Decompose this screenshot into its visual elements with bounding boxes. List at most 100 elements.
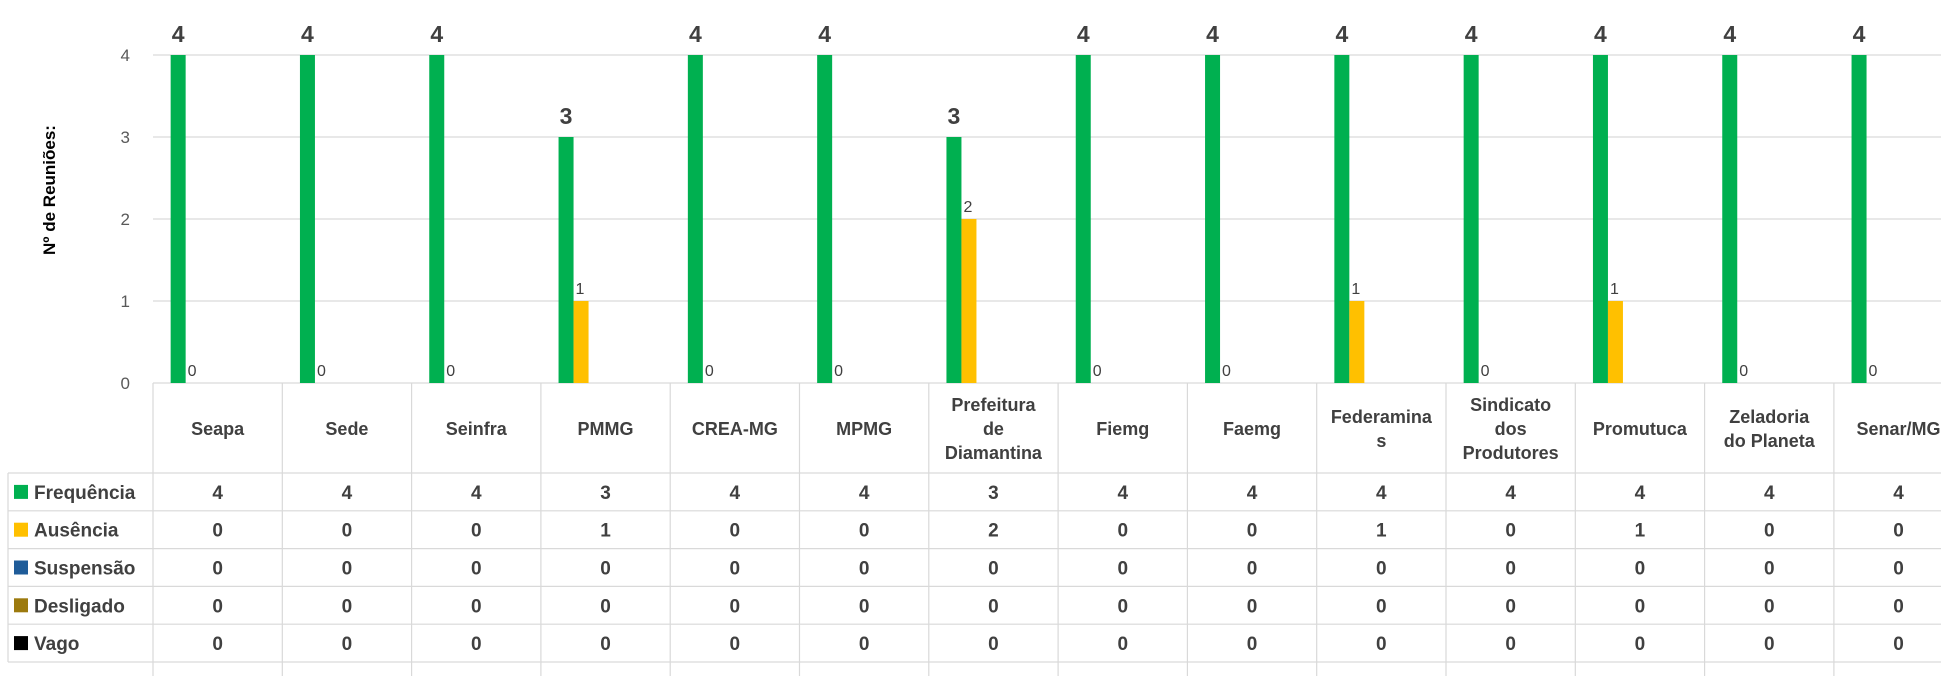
category-label-line: Promutuca — [1593, 419, 1688, 439]
legend-key — [14, 484, 28, 499]
bar-frequencia — [1205, 55, 1221, 383]
table-value: 0 — [212, 596, 223, 617]
data-label-ausencia: 0 — [188, 363, 197, 380]
data-label-frequencia: 3 — [560, 103, 573, 129]
category-label-line: Zeladoria — [1729, 407, 1810, 427]
data-label-frequencia: 4 — [301, 21, 314, 47]
category-label-line: dos — [1495, 419, 1527, 439]
table-value: 0 — [1893, 596, 1904, 617]
table-value: 0 — [471, 521, 482, 542]
gridlines — [153, 54, 1941, 384]
data-label-frequencia: 4 — [1594, 21, 1607, 47]
bar-ausencia — [961, 219, 977, 383]
legend-label: Suspensão — [34, 559, 135, 580]
category-label-line: Fiemg — [1096, 419, 1149, 439]
y-tick-label: 1 — [121, 292, 130, 311]
bar-ausencia — [573, 301, 589, 383]
table-value: 4 — [471, 483, 482, 504]
data-label-frequencia: 4 — [1853, 21, 1866, 47]
table-value: 4 — [1764, 483, 1775, 504]
bars — [170, 55, 1867, 383]
table-value: 0 — [859, 596, 870, 617]
bar-frequencia — [1592, 55, 1608, 383]
data-label-ausencia: 0 — [834, 363, 843, 380]
table-value: 0 — [1764, 521, 1775, 542]
bar-frequencia — [1463, 55, 1479, 383]
table-value: 4 — [342, 483, 353, 504]
bar-frequencia — [1075, 55, 1091, 383]
table-value: 0 — [212, 521, 223, 542]
table-value: 0 — [471, 596, 482, 617]
table-value: 0 — [730, 596, 741, 617]
table-value: 0 — [471, 559, 482, 580]
table-value: 0 — [1247, 634, 1258, 655]
bar-frequencia — [1334, 55, 1350, 383]
data-label-frequencia: 4 — [689, 21, 702, 47]
category-label-line: PMMG — [578, 419, 634, 439]
category-label-line: Sede — [325, 419, 368, 439]
table-value: 0 — [988, 596, 999, 617]
table-value: 0 — [1764, 596, 1775, 617]
data-label-ausencia: 0 — [1739, 363, 1748, 380]
data-label-ausencia: 0 — [1093, 363, 1102, 380]
y-tick-label: 4 — [121, 46, 130, 65]
category-label: Seapa — [191, 419, 245, 439]
table-value: 0 — [859, 521, 870, 542]
category-label-line: Prefeitura — [951, 395, 1036, 415]
table-value: 4 — [859, 483, 870, 504]
category-label-line: Diamantina — [945, 443, 1043, 463]
category-label-line: s — [1376, 431, 1386, 451]
data-labels: 4 0 4 0 4 0 3 1 4 0 4 0 3 2 4 0 4 0 4 1 4 0 4 1 4 0 4 0 — [172, 21, 1878, 380]
table-value: 0 — [730, 521, 741, 542]
data-label-ausencia: 0 — [1222, 363, 1231, 380]
legend-key — [14, 636, 28, 651]
table-value: 0 — [1247, 521, 1258, 542]
table-value: 0 — [1247, 596, 1258, 617]
legend-label: Frequência — [34, 483, 136, 504]
table-value: 0 — [1505, 521, 1516, 542]
bar-ausencia — [1349, 301, 1365, 383]
bar-frequencia — [299, 55, 315, 383]
bar-frequencia — [558, 137, 574, 383]
category-label: Promutuca — [1593, 419, 1688, 439]
table-value: 0 — [1893, 559, 1904, 580]
category-label: Faemg — [1223, 419, 1281, 439]
table-value: 0 — [859, 559, 870, 580]
bar-frequencia — [946, 137, 962, 383]
table-value: 4 — [1376, 483, 1387, 504]
bar-frequencia — [817, 55, 833, 383]
data-label-ausencia: 1 — [1351, 281, 1360, 298]
table-value: 0 — [600, 596, 611, 617]
y-tick-label: 3 — [121, 128, 130, 147]
table-value: 0 — [859, 634, 870, 655]
legend-key — [14, 522, 28, 537]
table-value: 0 — [1635, 559, 1646, 580]
category-label-line: MPMG — [836, 419, 892, 439]
table-value: 0 — [1505, 634, 1516, 655]
table-value: 0 — [212, 634, 223, 655]
data-label-frequencia: 4 — [818, 21, 831, 47]
legend-label: Vago — [34, 634, 79, 655]
category-label-line: Sindicato — [1470, 395, 1551, 415]
data-label-ausencia: 0 — [446, 363, 455, 380]
table-value: 0 — [342, 634, 353, 655]
legend-label: Ausência — [34, 521, 119, 542]
data-label-frequencia: 4 — [172, 21, 185, 47]
category-label-line: do Planeta — [1724, 431, 1816, 451]
table-value: 1 — [1376, 521, 1387, 542]
data-label-frequencia: 4 — [1335, 21, 1348, 47]
category-label-line: CREA-MG — [692, 419, 778, 439]
category-label: Seinfra — [446, 419, 508, 439]
bar-ausencia — [1607, 301, 1623, 383]
data-label-ausencia: 1 — [1610, 281, 1619, 298]
table-value: 0 — [471, 634, 482, 655]
table-value: 4 — [212, 483, 223, 504]
y-tick-label: 0 — [121, 374, 130, 393]
table-value: 0 — [342, 559, 353, 580]
category-label: CREA-MG — [692, 419, 778, 439]
data-label-ausencia: 2 — [963, 199, 972, 216]
table-value: 3 — [988, 483, 999, 504]
table-value: 0 — [342, 596, 353, 617]
table-value: 0 — [988, 559, 999, 580]
